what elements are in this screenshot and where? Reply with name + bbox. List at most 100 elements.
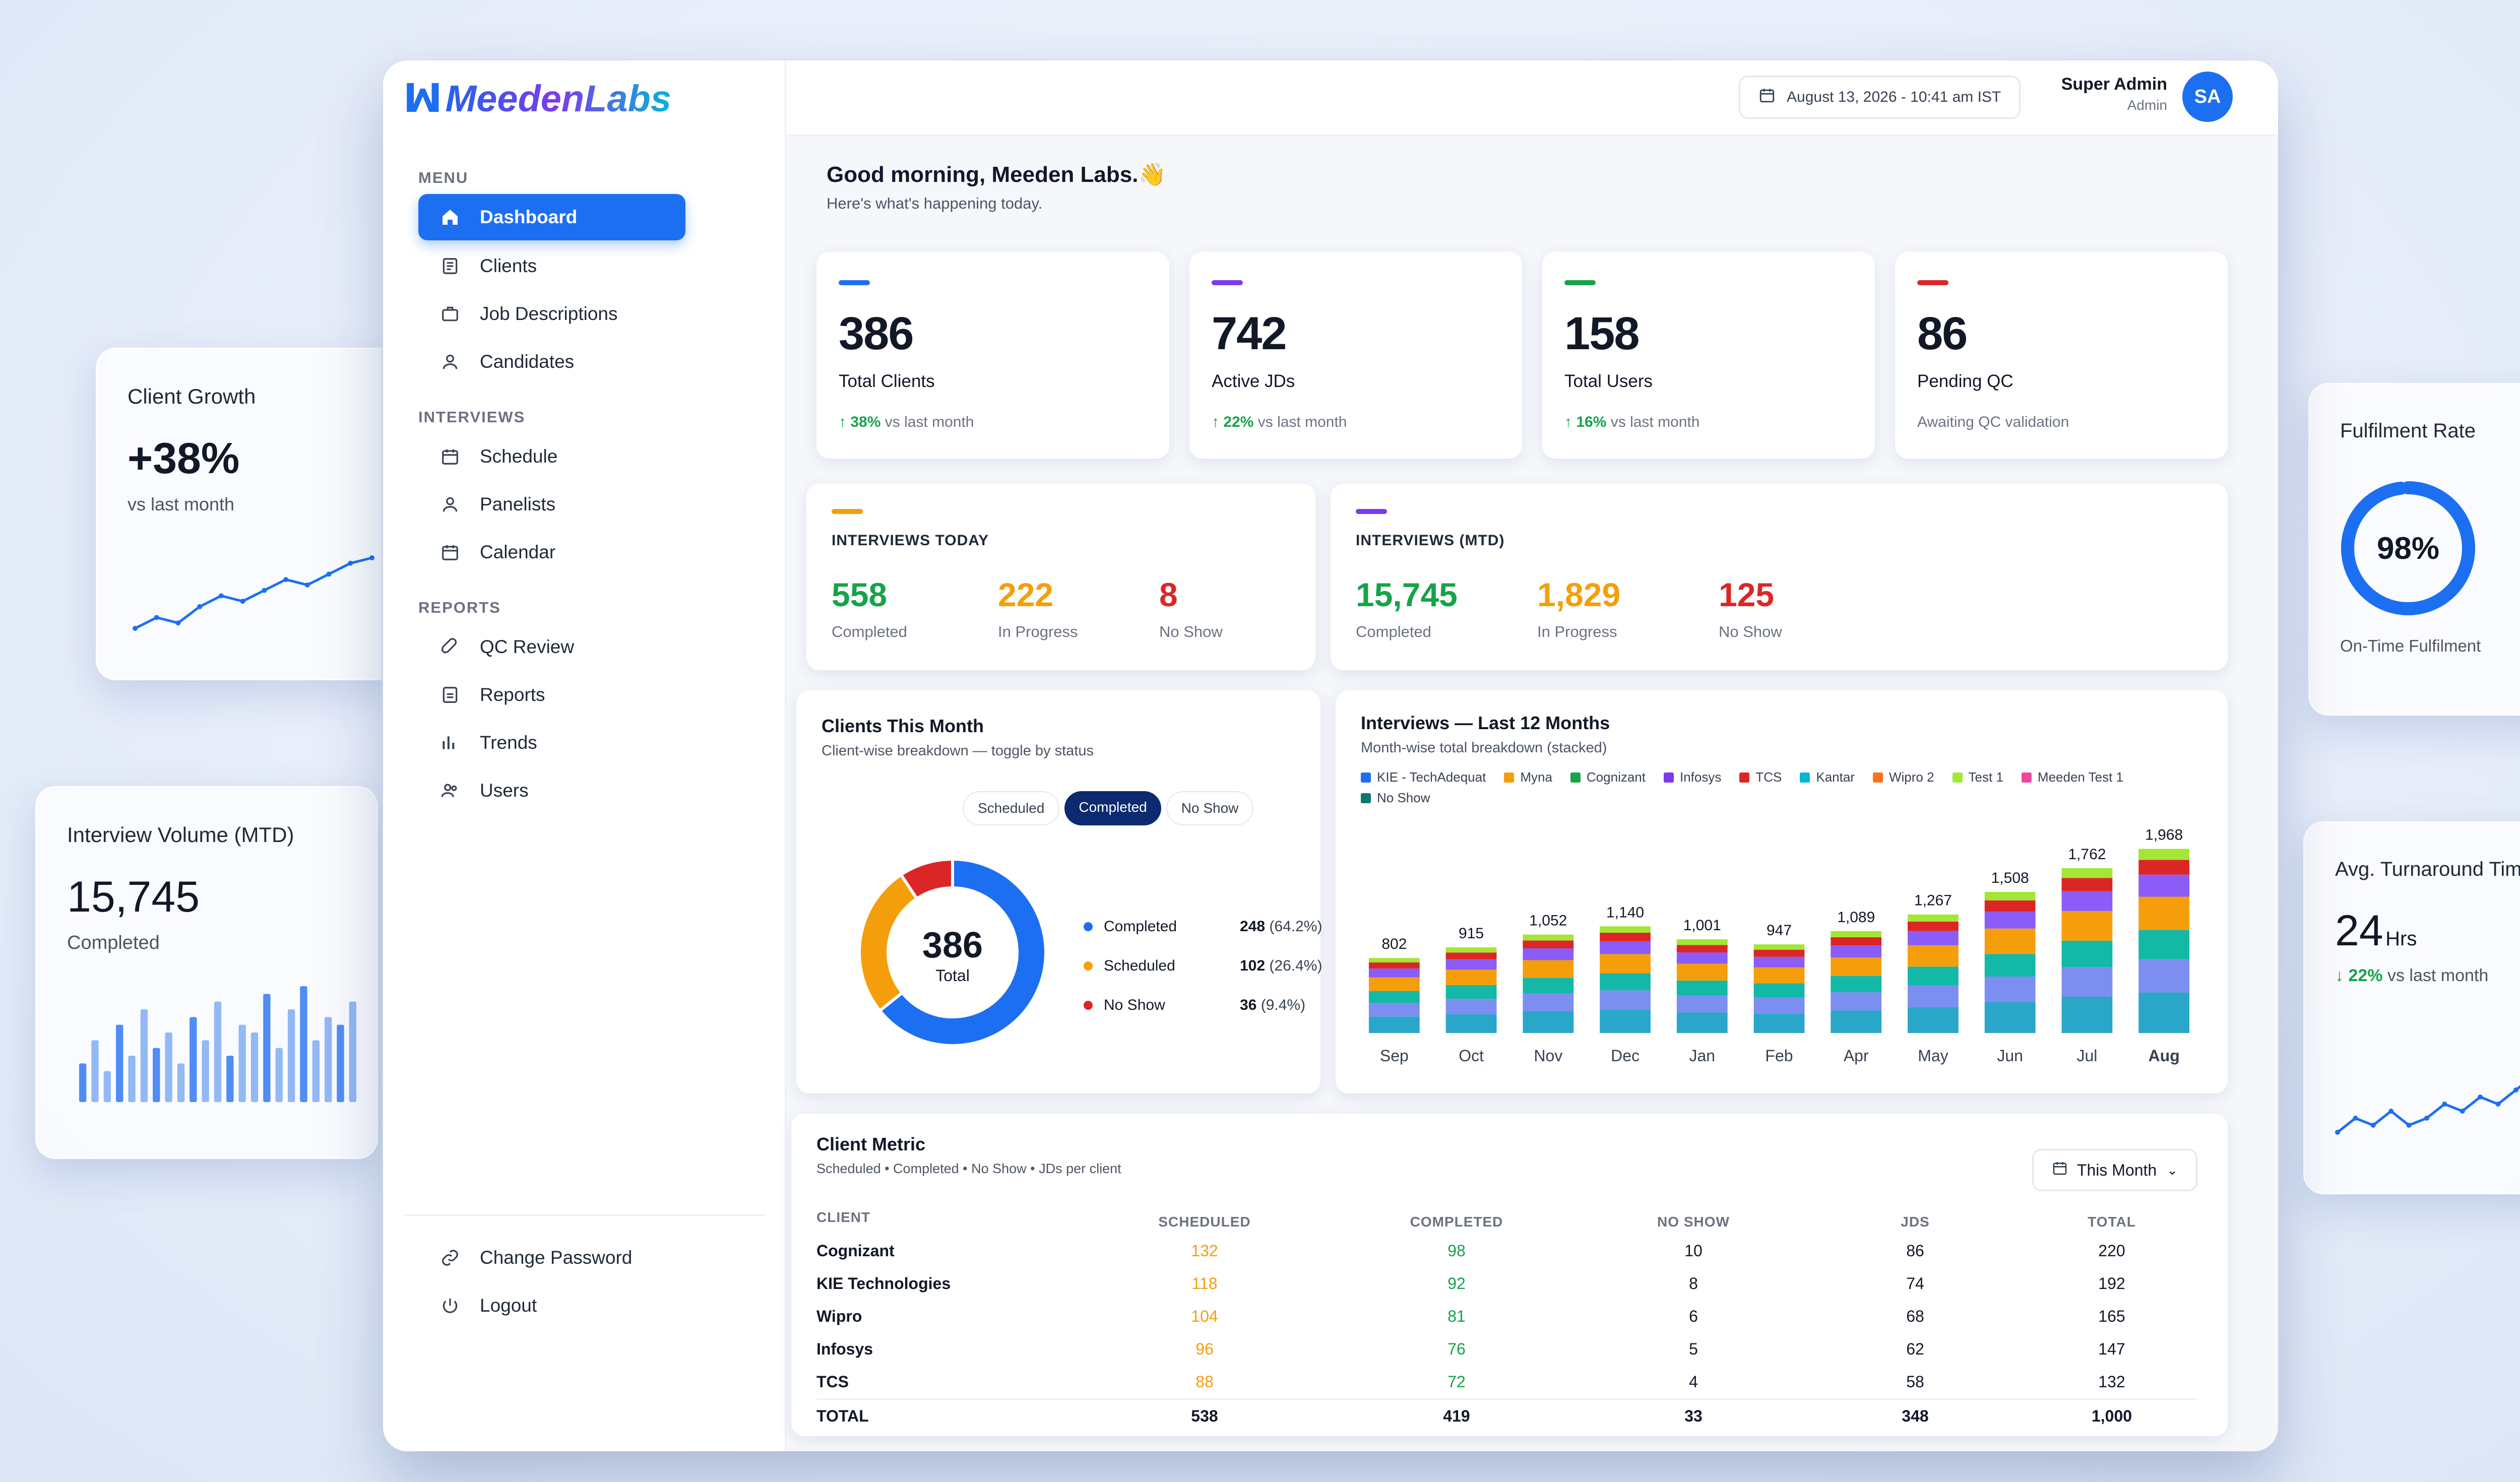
bar-segment[interactable] [1908,966,1959,986]
table-total-row[interactable]: TOTAL 538 419 33 348 1,000 [816,1398,2197,1433]
bar-segment[interactable] [1753,1013,1805,1033]
bar-segment[interactable] [1908,1007,1959,1033]
bar-segment[interactable] [1676,952,1728,964]
legend-item[interactable]: KIE - TechAdequat [1361,769,1486,785]
bar-segment[interactable] [1445,985,1497,999]
bar-segment[interactable] [1676,1012,1728,1033]
bar-segment[interactable] [1831,945,1882,958]
table-row[interactable]: Wipro 104 81 6 68 165 [816,1300,2197,1333]
nav-item-trends[interactable]: Trends [418,720,685,766]
bar-segment[interactable] [2061,878,2113,891]
col-total[interactable]: TOTAL [2088,1214,2136,1230]
bar-segment[interactable] [1908,931,1959,945]
bar-segment[interactable] [1600,932,1651,941]
legend-item[interactable]: Kantar [1800,769,1855,785]
bar-segment[interactable] [1523,1011,1574,1033]
bar-segment[interactable] [1984,928,2036,954]
bar-segment[interactable] [1523,934,1574,941]
nav-item-panelists[interactable]: Panelists [418,481,685,528]
bar-segment[interactable] [1445,970,1497,985]
bar-segment[interactable] [1984,912,2036,929]
bar-segment[interactable] [1831,931,1882,937]
legend-item[interactable]: Meeden Test 1 [2021,769,2123,785]
bar-segment[interactable] [2138,874,2190,897]
bar-segment[interactable] [1523,978,1574,994]
col-scheduled[interactable]: SCHEDULED [1158,1214,1251,1230]
bar-segment[interactable] [1368,991,1420,1003]
bar-segment[interactable] [2138,860,2190,875]
bar-segment[interactable] [1523,993,1574,1012]
donut-slice-scheduled[interactable] [858,872,919,1013]
bar-segment[interactable] [1984,976,2036,1002]
bar-segment[interactable] [1831,992,1882,1011]
nav-item-dashboard[interactable]: Dashboard [418,194,685,240]
bar-segment[interactable] [2061,940,2113,968]
legend-item[interactable]: Myna [1504,769,1552,785]
bar-segment[interactable] [2138,896,2190,930]
bar-segment[interactable] [1831,957,1882,976]
bar-segment[interactable] [1908,914,1959,922]
avatar[interactable]: SA [2182,72,2233,122]
bar-segment[interactable] [2061,891,2113,911]
bar-segment[interactable] [1753,956,1805,968]
bar-segment[interactable] [1523,948,1574,960]
bar-segment[interactable] [2138,959,2190,993]
legend-item[interactable]: TCS [1739,769,1782,785]
bar-segment[interactable] [1600,941,1651,954]
bar-segment[interactable] [1908,945,1959,967]
nav-item-reports[interactable]: Reports [418,672,685,718]
bar-segment[interactable] [1445,947,1497,953]
bar-segment[interactable] [1368,962,1420,969]
bar-segment[interactable] [1676,980,1728,996]
bar-segment[interactable] [2138,992,2190,1033]
brand-logo[interactable]: ꟽ MeedenLabs [403,76,671,121]
bar-segment[interactable] [2061,967,2113,997]
table-row[interactable]: TCS 88 72 4 58 132 [816,1366,2197,1399]
bar-segment[interactable] [1445,952,1497,959]
nav-item-schedule[interactable]: Schedule [418,433,685,480]
nav-item-calendar[interactable]: Calendar [418,529,685,575]
bar-segment[interactable] [2138,849,2190,860]
toggle-scheduled[interactable]: Scheduled [963,791,1060,825]
nav-item-users[interactable]: Users [418,767,685,814]
legend-item[interactable]: No Show [1361,790,1430,806]
nav-item-candidates[interactable]: Candidates [418,339,685,385]
bar-segment[interactable] [1831,1010,1882,1033]
bar-segment[interactable] [2138,930,2190,959]
bar-segment[interactable] [1600,973,1651,991]
date-pill[interactable]: August 13, 2026 - 10:41 am IST [1739,76,2021,119]
bar-segment[interactable] [1445,959,1497,970]
nav-item-logout[interactable]: Logout [418,1282,685,1329]
bar-segment[interactable] [1523,940,1574,948]
bar-segment[interactable] [1984,891,2036,900]
bar-segment[interactable] [2061,997,2113,1033]
bar-segment[interactable] [1368,977,1420,991]
bar-segment[interactable] [1753,997,1805,1014]
bar-segment[interactable] [1984,954,2036,977]
nav-item-job-descriptions[interactable]: Job Descriptions [418,291,685,337]
bar-segment[interactable] [1445,1014,1497,1033]
bar-segment[interactable] [1368,968,1420,978]
bar-segment[interactable] [1676,939,1728,945]
bar-segment[interactable] [1984,1002,2036,1033]
col-completed[interactable]: COMPLETED [1410,1214,1503,1230]
bar-segment[interactable] [1600,954,1651,974]
bar-segment[interactable] [1523,960,1574,978]
bar-segment[interactable] [1908,985,1959,1007]
period-filter[interactable]: This Month ⌄ [2032,1149,2197,1191]
legend-item[interactable]: Wipro 2 [1872,769,1934,785]
bar-segment[interactable] [1368,1003,1420,1017]
table-row[interactable]: Cognizant 132 98 10 86 220 [816,1235,2197,1267]
col-no-show[interactable]: NO SHOW [1657,1214,1730,1230]
col-jds[interactable]: JDS [1901,1214,1930,1230]
legend-item[interactable]: Test 1 [1952,769,2003,785]
kpi-card-total-clients[interactable]: 386 Total Clients ↑ 38% vs last month [816,252,1169,459]
bar-segment[interactable] [1831,937,1882,946]
bar-segment[interactable] [1908,921,1959,931]
table-row[interactable]: KIE Technologies 118 92 8 74 192 [816,1267,2197,1300]
kpi-card-active-jds[interactable]: 742 Active JDs ↑ 22% vs last month [1189,252,1522,459]
table-row[interactable]: Infosys 96 76 5 62 147 [816,1333,2197,1366]
bar-segment[interactable] [1600,926,1651,933]
col-client[interactable]: CLIENT [816,1209,871,1225]
bar-segment[interactable] [1368,1016,1420,1033]
